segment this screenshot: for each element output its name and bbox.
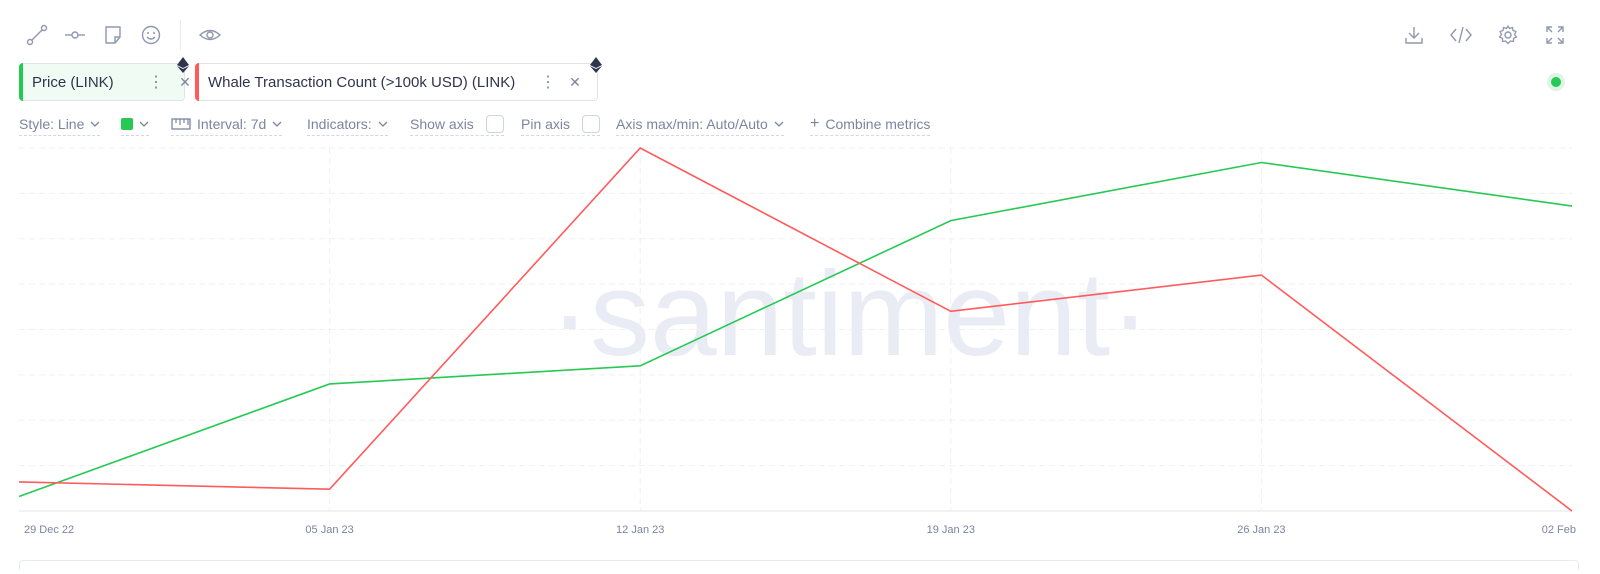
- x-axis-ticks: 29 Dec 22 05 Jan 23 12 Jan 23 19 Jan 23 26 J…: [24, 524, 1576, 536]
- embed-code-icon[interactable]: [1444, 18, 1478, 52]
- chart-toolbar: [0, 18, 1600, 52]
- chevron-down-icon: [90, 121, 100, 127]
- axis-maxmin-select[interactable]: Axis max/min: Auto/Auto: [616, 112, 784, 136]
- metric-color-bar: [195, 63, 199, 101]
- ethereum-icon: [177, 57, 189, 73]
- combine-metrics-button[interactable]: + Combine metrics: [810, 112, 931, 136]
- x-tick-label: 29 Dec 22: [24, 524, 74, 536]
- horizontal-ray-icon[interactable]: [58, 18, 92, 52]
- metric-chip-whale-count[interactable]: Whale Transaction Count (>100k USD) (LIN…: [195, 63, 598, 101]
- x-tick-label: 05 Jan 23: [305, 524, 353, 536]
- ruler-icon: [171, 117, 191, 130]
- metric-settings-row: Style: Line Interval: 7d Indicators: Sho…: [0, 112, 1600, 136]
- fullscreen-icon[interactable]: [1538, 18, 1572, 52]
- interval-select[interactable]: Interval: 7d: [171, 112, 283, 136]
- metric-label: Whale Transaction Count (>100k USD) (LIN…: [208, 73, 516, 91]
- note-icon[interactable]: [96, 18, 130, 52]
- metric-menu-icon[interactable]: ⋮: [540, 74, 556, 91]
- ethereum-icon: [590, 57, 602, 73]
- show-axis-checkbox[interactable]: [485, 114, 504, 133]
- chevron-down-icon: [139, 121, 149, 127]
- metric-menu-icon[interactable]: ⋮: [148, 74, 164, 91]
- line-tool-icon[interactable]: [20, 18, 54, 52]
- santiment-watermark: ·santiment·: [550, 247, 1150, 381]
- visibility-eye-icon[interactable]: [193, 18, 227, 52]
- x-tick-label: 19 Jan 23: [927, 524, 975, 536]
- chevron-down-icon: [774, 121, 784, 127]
- metric-color-bar: [19, 63, 23, 101]
- toolbar-divider: [180, 20, 181, 50]
- combine-metrics-label: Combine metrics: [825, 115, 931, 132]
- download-icon[interactable]: [1397, 18, 1431, 52]
- chart-area[interactable]: ·santiment· 29 Dec 22 05 Jan 23 12 Jan 23 1…: [0, 140, 1600, 569]
- x-tick-label: 02 Feb: [1542, 524, 1576, 536]
- style-select[interactable]: Style: Line: [19, 112, 101, 136]
- x-tick-label: 12 Jan 23: [616, 524, 664, 536]
- settings-gear-icon[interactable]: [1491, 18, 1525, 52]
- line-chart: ·santiment· 29 Dec 22 05 Jan 23 12 Jan 23 1…: [18, 147, 1576, 536]
- chart-navigator[interactable]: [19, 560, 1579, 570]
- chevron-down-icon: [272, 121, 282, 127]
- series-line-whale-transaction-count: [18, 147, 1573, 512]
- live-status-indicator: [1547, 73, 1565, 91]
- show-axis-toggle[interactable]: Show axis: [410, 112, 504, 136]
- x-tick-label: 26 Jan 23: [1237, 524, 1285, 536]
- metric-close-icon[interactable]: ✕: [179, 73, 191, 90]
- chart-grid: [19, 147, 1572, 512]
- axis-maxmin-label: Axis max/min: Auto/Auto: [616, 115, 768, 132]
- show-axis-label: Show axis: [410, 115, 474, 132]
- pin-axis-checkbox[interactable]: [582, 114, 601, 133]
- metric-label: Price (LINK): [32, 73, 114, 91]
- pin-axis-toggle[interactable]: Pin axis: [521, 112, 601, 136]
- plus-icon: +: [810, 114, 820, 132]
- indicators-label: Indicators:: [307, 115, 372, 132]
- metric-close-icon[interactable]: ✕: [569, 73, 581, 90]
- chevron-down-icon: [378, 121, 388, 127]
- interval-label: Interval: 7d: [197, 115, 267, 132]
- emoji-icon[interactable]: [134, 18, 168, 52]
- color-swatch: [121, 117, 133, 130]
- series-line-price: [18, 161, 1573, 498]
- pin-axis-label: Pin axis: [521, 115, 571, 132]
- style-label: Style: Line: [19, 115, 85, 132]
- metric-chip-price[interactable]: Price (LINK) ⋮ ✕: [19, 63, 191, 101]
- chart-series: [18, 147, 1573, 512]
- color-select[interactable]: [121, 112, 149, 136]
- indicators-select[interactable]: Indicators:: [307, 112, 388, 136]
